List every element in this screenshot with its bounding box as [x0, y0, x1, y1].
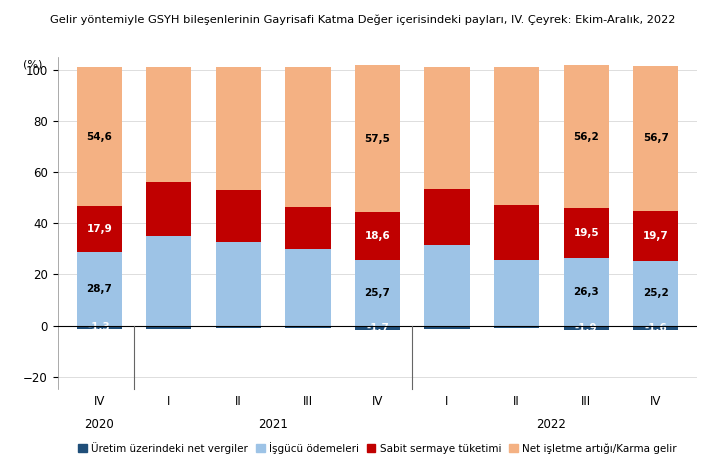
- Bar: [77, 252, 122, 325]
- Text: II: II: [235, 395, 242, 408]
- Text: 18,6: 18,6: [365, 231, 390, 241]
- Text: 25,7: 25,7: [365, 288, 390, 298]
- Text: II: II: [513, 395, 520, 408]
- Bar: [564, 209, 609, 258]
- Bar: [494, 67, 539, 205]
- Bar: [424, 189, 470, 245]
- Text: 54,6: 54,6: [86, 132, 112, 142]
- Text: -1,3: -1,3: [88, 322, 111, 332]
- Bar: [216, 242, 261, 325]
- Text: III: III: [581, 395, 591, 408]
- Text: 17,9: 17,9: [86, 224, 112, 234]
- Bar: [285, 249, 331, 325]
- Text: 2020: 2020: [84, 418, 114, 431]
- Bar: [633, 325, 678, 330]
- Bar: [424, 66, 470, 189]
- Text: 2021: 2021: [258, 418, 288, 431]
- Bar: [355, 65, 400, 212]
- Bar: [285, 67, 331, 207]
- Bar: [216, 325, 261, 328]
- Text: -1,9: -1,9: [574, 323, 597, 333]
- Text: Gelir yöntemiyle GSYH bileşenlerinin Gayrisafi Katma Değer içerisindeki payları,: Gelir yöntemiyle GSYH bileşenlerinin Gay…: [50, 14, 676, 25]
- Bar: [146, 182, 191, 236]
- Bar: [77, 325, 122, 329]
- Text: IV: IV: [372, 395, 383, 408]
- Bar: [633, 66, 678, 211]
- Bar: [355, 212, 400, 260]
- Bar: [146, 66, 191, 182]
- Text: 56,7: 56,7: [643, 133, 669, 143]
- Bar: [494, 325, 539, 328]
- Bar: [146, 325, 191, 329]
- Bar: [216, 67, 261, 190]
- Text: 57,5: 57,5: [365, 134, 390, 144]
- Bar: [564, 325, 609, 331]
- Text: 19,7: 19,7: [643, 231, 669, 241]
- Text: -1,6: -1,6: [644, 323, 667, 332]
- Text: (%): (%): [23, 60, 42, 70]
- Text: 28,7: 28,7: [86, 284, 112, 294]
- Bar: [633, 261, 678, 325]
- Text: 25,2: 25,2: [643, 288, 669, 298]
- Bar: [564, 258, 609, 325]
- Bar: [355, 325, 400, 330]
- Text: IV: IV: [650, 395, 661, 408]
- Bar: [285, 207, 331, 249]
- Text: -1,7: -1,7: [366, 323, 389, 332]
- Bar: [424, 325, 470, 329]
- Text: 26,3: 26,3: [573, 287, 599, 297]
- Bar: [77, 206, 122, 252]
- Bar: [494, 205, 539, 260]
- Bar: [355, 260, 400, 325]
- Text: 56,2: 56,2: [573, 132, 599, 142]
- Text: 2022: 2022: [536, 418, 567, 431]
- Text: IV: IV: [93, 395, 105, 408]
- Text: III: III: [303, 395, 313, 408]
- Bar: [564, 65, 609, 209]
- Legend: Üretim üzerindeki net vergiler, İşgücü ödemeleri, Sabit sermaye tüketimi, Net iş: Üretim üzerindeki net vergiler, İşgücü ö…: [74, 438, 681, 458]
- Bar: [285, 325, 331, 328]
- Text: 19,5: 19,5: [573, 228, 599, 238]
- Bar: [146, 236, 191, 325]
- Text: I: I: [445, 395, 449, 408]
- Bar: [77, 66, 122, 206]
- Bar: [633, 211, 678, 261]
- Bar: [424, 245, 470, 325]
- Bar: [216, 190, 261, 242]
- Text: I: I: [167, 395, 170, 408]
- Bar: [494, 260, 539, 325]
